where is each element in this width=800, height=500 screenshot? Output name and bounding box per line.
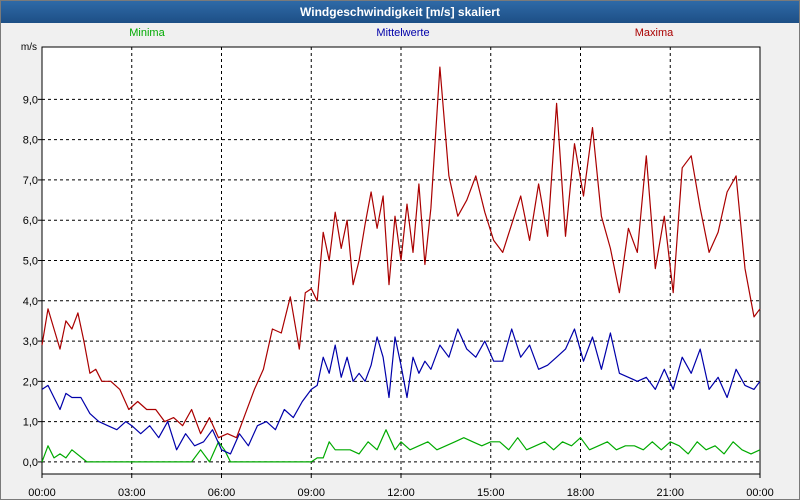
x-tick-time: 12:00 bbox=[387, 487, 415, 499]
y-tick-label: 9,0 bbox=[23, 94, 38, 106]
y-tick-label: 0,0 bbox=[23, 457, 38, 469]
x-tick-time: 15:00 bbox=[477, 487, 505, 499]
x-tick-time: 18:00 bbox=[567, 487, 595, 499]
x-tick-time: 00:00 bbox=[28, 487, 56, 499]
series-line-maxima bbox=[41, 66, 761, 439]
x-axis: 00:0025.03.2003:0025.03.2006:0025.03.200… bbox=[28, 474, 774, 499]
legend-mittelwerte: Mittelwerte bbox=[376, 27, 429, 39]
y-tick-label: 6,0 bbox=[23, 215, 38, 227]
y-axis: 0,0 1,0 2,0 3,0 4,0 5,0 6,0 7,0 8,0 9,0 bbox=[23, 94, 42, 469]
y-tick-label: 8,0 bbox=[23, 135, 38, 147]
series-line-minima bbox=[41, 429, 761, 463]
y-tick-label: 3,0 bbox=[23, 336, 38, 348]
x-tick-time: 00:00 bbox=[746, 487, 774, 499]
y-tick-label: 5,0 bbox=[23, 256, 38, 268]
wind-speed-chart: 0,0 1,0 2,0 3,0 4,0 5,0 6,0 7,0 8,0 9,0 00:0025.0… bbox=[21, 27, 774, 499]
y-tick-label: 2,0 bbox=[23, 376, 38, 388]
grid-lines bbox=[42, 47, 760, 474]
legend-minima: Minima bbox=[129, 27, 165, 39]
y-tick-label: 4,0 bbox=[23, 296, 38, 308]
y-tick-label: 1,0 bbox=[23, 417, 38, 429]
legend-maxima: Maxima bbox=[635, 27, 674, 39]
x-tick-time: 09:00 bbox=[297, 487, 325, 499]
x-tick-time: 21:00 bbox=[656, 487, 684, 499]
series-lines bbox=[41, 66, 761, 463]
y-tick-label: 7,0 bbox=[23, 175, 38, 187]
x-tick-time: 03:00 bbox=[118, 487, 146, 499]
x-tick-time: 06:00 bbox=[208, 487, 236, 499]
series-line-mittelwerte bbox=[41, 328, 761, 455]
window-title: Windgeschwindigkeit [m/s] skaliert bbox=[1, 1, 799, 23]
y-axis-label: m/s bbox=[21, 42, 37, 53]
